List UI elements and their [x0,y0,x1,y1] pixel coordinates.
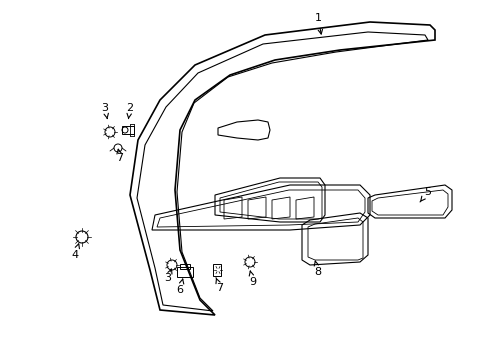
Bar [180,264,190,269]
Bar [122,126,134,134]
Text: 7: 7 [116,149,123,163]
Text: 3: 3 [102,103,108,118]
Bar [213,264,221,276]
Text: 1: 1 [314,13,322,34]
Text: 3: 3 [164,269,172,283]
Text: 8: 8 [314,261,321,277]
Text: 2: 2 [126,103,133,119]
Text: 4: 4 [71,244,79,260]
Bar [177,267,193,277]
Text: 6: 6 [176,279,183,295]
Text: 7: 7 [216,278,223,293]
Text: 9: 9 [249,271,256,287]
Text: 5: 5 [419,187,430,202]
